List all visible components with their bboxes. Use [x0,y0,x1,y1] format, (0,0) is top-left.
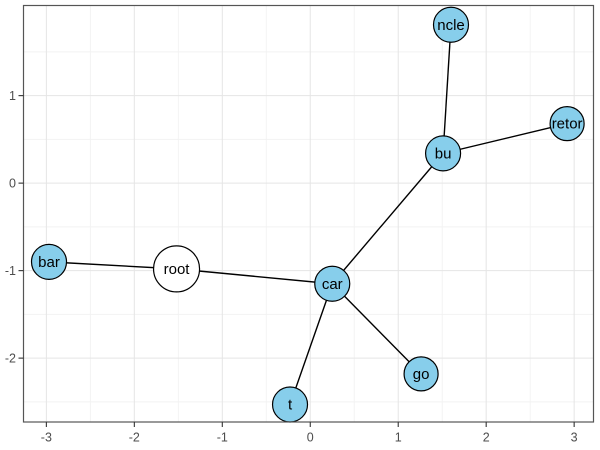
graph-nodes-layer: root bar car bu ncle retor go t [30,6,585,423]
x-axis-tick-label: 2 [483,431,490,445]
y-axis-tick-label: -2 [5,352,16,366]
graph-node-label-ncle: ncle [437,17,465,34]
graph-node-retor [549,106,585,142]
graph-node-bu [424,135,462,172]
grid-major-layer [23,5,594,422]
graph-node-label-go: go [413,366,430,383]
graph-edge-bu-ncle [442,24,452,154]
x-axis-tick-label: 3 [571,431,578,445]
graph-edge-car-go [331,283,422,375]
graph-edges-layer [48,24,568,405]
y-axis-tick-label: 1 [9,89,16,103]
y-axis-tick-label: -1 [5,264,16,278]
panel-border-layer [22,4,595,423]
x-axis-tick-label: -3 [41,431,52,445]
graph-node-root [152,245,201,293]
x-axis-tick-label: 0 [307,431,314,445]
graph-node-bar [30,243,68,280]
graph-node-label-car: car [322,276,343,293]
graph-node-label-retor: retor [552,116,583,133]
graph-node-label-bar: bar [38,254,60,271]
graph-node-label-root: root [164,261,191,278]
x-axis-tick-label: -1 [217,431,228,445]
graph-edge-car-t [289,283,333,405]
x-axis-tick-label: 1 [395,431,402,445]
grid-minor-layer [23,5,594,422]
x-axis-tick-label: -2 [129,431,140,445]
graph-node-label-t: t [288,397,293,414]
graph-edge-bu-retor [442,122,568,155]
panel-border [22,4,595,423]
graph-edge-car-bu [331,152,444,285]
y-axis-tick-label: 0 [9,177,16,191]
graph-edge-root-car [176,268,333,285]
graph-node-ncle [432,6,470,43]
axes-layer: -3 -2 -1 0 1 2 3 1 0 -1 -2 [5,89,578,444]
graph-node-car [314,265,351,302]
graph-node-label-bu: bu [435,145,452,162]
graph-node-go [403,356,439,392]
